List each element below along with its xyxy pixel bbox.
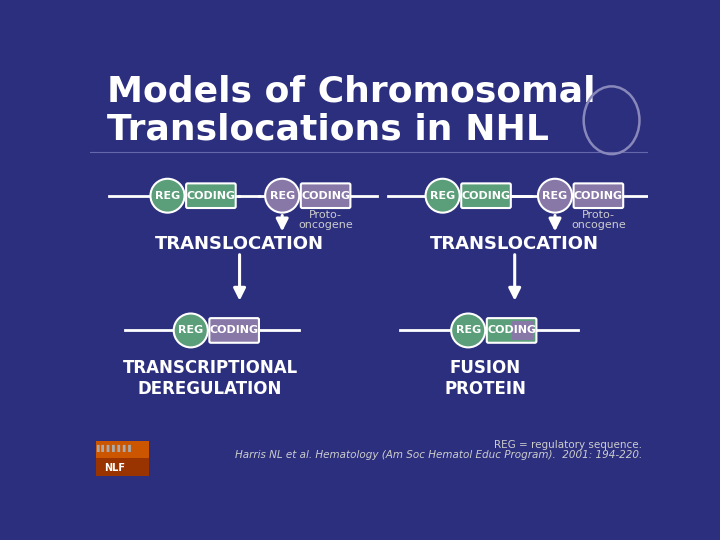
Bar — [96, 441, 149, 476]
Text: Models of Chromosomal
Translocations in NHL: Models of Chromosomal Translocations in … — [107, 74, 595, 146]
Text: Proto-
oncogene: Proto- oncogene — [298, 210, 353, 231]
FancyBboxPatch shape — [186, 184, 235, 208]
FancyBboxPatch shape — [462, 184, 510, 208]
FancyBboxPatch shape — [301, 184, 351, 208]
Text: REG: REG — [430, 191, 455, 201]
Ellipse shape — [451, 314, 485, 347]
Text: FUSION
PROTEIN: FUSION PROTEIN — [444, 359, 526, 398]
Text: Harris NL et al. Hematology (Am Soc Hematol Educ Program).  2001: 194-220.: Harris NL et al. Hematology (Am Soc Hema… — [235, 450, 642, 460]
Text: REG = regulatory sequence.: REG = regulatory sequence. — [494, 440, 642, 450]
Ellipse shape — [426, 179, 459, 213]
Text: REG: REG — [542, 191, 567, 201]
Text: TRANSLOCATION: TRANSLOCATION — [431, 235, 599, 253]
Ellipse shape — [150, 179, 184, 213]
Text: REG: REG — [178, 326, 203, 335]
Text: REG: REG — [269, 191, 294, 201]
Bar — [96, 457, 149, 476]
Text: NLF: NLF — [104, 463, 125, 473]
Bar — [512, 321, 534, 340]
Text: REG: REG — [155, 191, 180, 201]
Text: CODING: CODING — [301, 191, 350, 201]
Text: TRANSCRIPTIONAL
DEREGULATION: TRANSCRIPTIONAL DEREGULATION — [122, 359, 298, 398]
Text: TRANSLOCATION: TRANSLOCATION — [155, 235, 324, 253]
Ellipse shape — [538, 179, 572, 213]
FancyBboxPatch shape — [574, 184, 624, 208]
Text: CODING: CODING — [186, 191, 235, 201]
Text: CODING: CODING — [574, 191, 623, 201]
Ellipse shape — [265, 179, 300, 213]
Ellipse shape — [174, 314, 208, 347]
Text: Proto-
oncogene: Proto- oncogene — [571, 210, 626, 231]
Text: CODING: CODING — [210, 326, 258, 335]
Text: CODING: CODING — [462, 191, 510, 201]
Text: REG: REG — [456, 326, 481, 335]
Text: ▌▌▌▌▌▌▌: ▌▌▌▌▌▌▌ — [96, 444, 134, 452]
FancyBboxPatch shape — [487, 318, 536, 343]
FancyBboxPatch shape — [210, 318, 259, 343]
Text: CODING: CODING — [487, 326, 536, 335]
